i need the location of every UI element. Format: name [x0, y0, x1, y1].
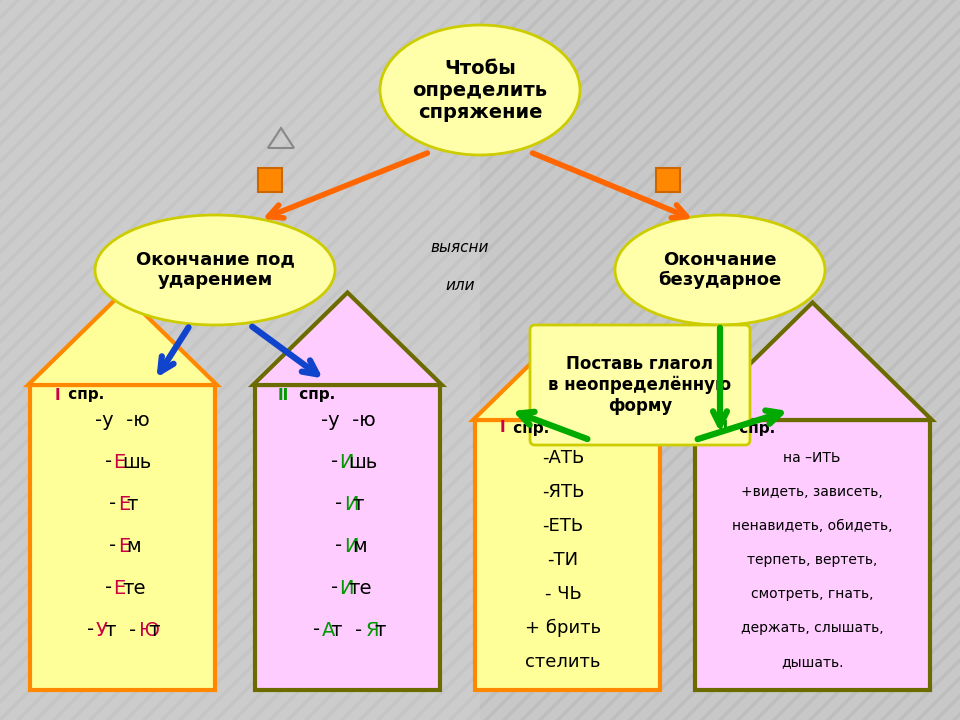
Text: А: А [322, 621, 335, 639]
Text: м: м [127, 536, 141, 556]
Text: И: И [339, 578, 354, 598]
Text: -: - [335, 495, 342, 513]
Text: +видеть, зависеть,: +видеть, зависеть, [741, 485, 883, 499]
Text: Я: Я [366, 621, 379, 639]
Text: шь: шь [348, 452, 377, 472]
Text: И: И [344, 495, 358, 513]
Text: -: - [330, 578, 338, 598]
Text: спр.: спр. [294, 387, 335, 402]
Text: -: - [335, 536, 342, 556]
FancyBboxPatch shape [530, 325, 750, 445]
FancyBboxPatch shape [695, 420, 930, 690]
Text: выясни: выясни [431, 240, 490, 256]
Text: держать, слышать,: держать, слышать, [741, 621, 883, 635]
Polygon shape [28, 292, 217, 385]
Text: т  -: т - [330, 621, 362, 639]
Text: на –ИТЬ: на –ИТЬ [783, 451, 841, 465]
FancyBboxPatch shape [30, 385, 215, 690]
Text: Поставь глагол
в неопределённую
форму: Поставь глагол в неопределённую форму [548, 355, 732, 415]
Text: спр.: спр. [734, 420, 776, 436]
Text: -ЯТЬ: -ЯТЬ [541, 483, 585, 501]
Text: ненавидеть, обидеть,: ненавидеть, обидеть, [732, 519, 892, 533]
Text: смотреть, гнать,: смотреть, гнать, [751, 587, 874, 601]
Text: Окончание
безударное: Окончание безударное [659, 251, 781, 289]
Text: II: II [278, 387, 289, 402]
Text: дышать.: дышать. [780, 655, 843, 669]
Text: I: I [500, 420, 506, 436]
Text: те: те [348, 578, 372, 598]
Text: те: те [122, 578, 146, 598]
Text: -: - [109, 495, 116, 513]
Text: И: И [344, 536, 358, 556]
Text: И: И [339, 452, 354, 472]
Ellipse shape [95, 215, 335, 325]
Text: Окончание под
ударением: Окончание под ударением [135, 251, 295, 289]
Text: -ЕТЬ: -ЕТЬ [542, 517, 584, 535]
Text: спр.: спр. [63, 387, 105, 402]
FancyBboxPatch shape [255, 385, 440, 690]
Text: спр.: спр. [508, 420, 549, 436]
Text: т: т [374, 621, 386, 639]
Text: -у  -ю: -у -ю [95, 410, 150, 430]
Text: Е: Е [118, 536, 130, 556]
Text: Чтобы
определить
спряжение: Чтобы определить спряжение [413, 58, 547, 122]
Text: т  -: т - [105, 621, 135, 639]
Text: -: - [87, 621, 94, 639]
Text: I: I [55, 387, 60, 402]
Text: Е: Е [118, 495, 130, 513]
Text: м: м [352, 536, 367, 556]
Text: т: т [148, 621, 159, 639]
Text: -: - [313, 621, 321, 639]
FancyBboxPatch shape [258, 168, 282, 192]
Text: -: - [105, 452, 111, 472]
Text: Е: Е [113, 452, 126, 472]
Polygon shape [253, 292, 442, 385]
Text: -: - [105, 578, 111, 598]
Polygon shape [473, 328, 662, 420]
Text: + брить: + брить [525, 619, 601, 637]
FancyBboxPatch shape [0, 0, 480, 720]
Text: Ю: Ю [139, 621, 160, 639]
Text: У: У [96, 621, 108, 639]
Ellipse shape [615, 215, 825, 325]
Text: стелить: стелить [525, 653, 601, 671]
Text: Е: Е [113, 578, 126, 598]
Text: II: II [718, 420, 730, 436]
Text: -: - [330, 452, 338, 472]
Text: - ЧЬ: - ЧЬ [544, 585, 582, 603]
Text: терпеть, вертеть,: терпеть, вертеть, [747, 553, 877, 567]
Text: шь: шь [122, 452, 152, 472]
Text: -ТИ: -ТИ [547, 551, 579, 569]
FancyBboxPatch shape [656, 168, 680, 192]
Text: или: или [445, 277, 475, 292]
Text: т: т [127, 495, 138, 513]
Ellipse shape [380, 25, 580, 155]
Text: -: - [109, 536, 116, 556]
Text: -у  -ю: -у -ю [321, 410, 375, 430]
Text: т: т [352, 495, 364, 513]
Polygon shape [693, 302, 932, 420]
FancyBboxPatch shape [475, 420, 660, 690]
Text: -АТЬ: -АТЬ [541, 449, 584, 467]
